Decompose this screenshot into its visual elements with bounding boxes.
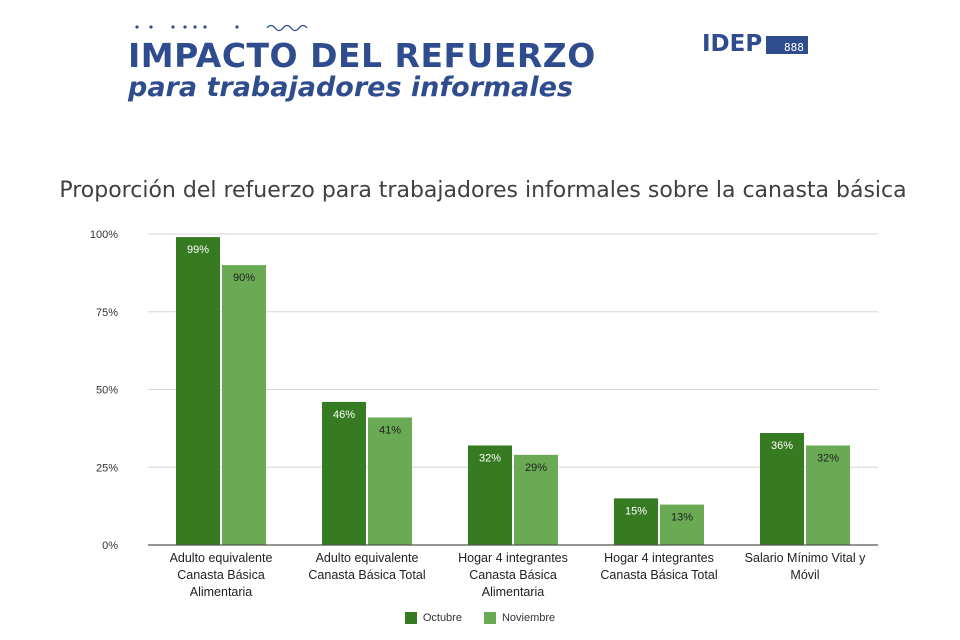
data-label: 36% bbox=[771, 440, 793, 452]
bar-octubre bbox=[760, 433, 804, 545]
bar-noviembre bbox=[806, 445, 850, 545]
bar-noviembre bbox=[660, 504, 704, 545]
bar-octubre bbox=[322, 401, 366, 545]
legend-label-octubre: Octubre bbox=[422, 612, 462, 624]
data-label: 32% bbox=[817, 452, 839, 464]
legend-swatch-octubre bbox=[404, 612, 417, 624]
data-label: 13% bbox=[671, 512, 693, 524]
legend-item-octubre: Octubre bbox=[404, 612, 462, 624]
data-label: 46% bbox=[333, 409, 355, 421]
legend-label-noviembre: Noviembre bbox=[501, 612, 556, 624]
bar-octubre bbox=[176, 237, 220, 546]
x-tick-label: Salario Mínimo Vital y Móvil bbox=[744, 551, 866, 582]
x-tick-label: Adulto equivalente Canasta Básica Alimenta… bbox=[169, 551, 273, 599]
y-tick-label: 50% bbox=[96, 385, 118, 397]
bar-octubre bbox=[468, 445, 512, 545]
legend-item-noviembre: Noviembre bbox=[483, 612, 556, 624]
idep-logo: IDEP 888 bbox=[702, 31, 808, 57]
data-label: 32% bbox=[479, 452, 501, 464]
y-tick-label: 100% bbox=[90, 229, 118, 241]
header-decoration bbox=[135, 24, 308, 32]
bar-noviembre bbox=[368, 417, 412, 545]
page-title: IMPACTO DEL REFUERZO bbox=[128, 36, 596, 75]
y-tick-label: 25% bbox=[96, 462, 118, 474]
data-label: 41% bbox=[379, 424, 401, 436]
data-label: 90% bbox=[233, 272, 255, 284]
y-tick-label: 0% bbox=[102, 540, 118, 552]
data-label: 99% bbox=[187, 244, 209, 256]
bar-noviembre bbox=[222, 265, 266, 545]
bar-noviembre bbox=[514, 454, 558, 545]
x-tick-label: Hogar 4 integrantes Canasta Básica Aliment… bbox=[458, 551, 568, 599]
x-tick-label: Adulto equivalente Canasta Básica Total bbox=[308, 551, 426, 582]
logo-suffix: 888 bbox=[784, 41, 804, 54]
bar-octubre bbox=[614, 498, 658, 545]
data-label: 15% bbox=[625, 505, 647, 517]
x-tick-label: Hogar 4 integrantes Canasta Básica Total bbox=[600, 551, 718, 582]
chart-title: Proporción del refuerzo para trabajadore… bbox=[59, 178, 907, 203]
data-label: 29% bbox=[525, 462, 547, 474]
logo-text: IDEP bbox=[702, 31, 762, 57]
page-subtitle: para trabajadores informales bbox=[128, 72, 573, 103]
y-tick-label: 75% bbox=[96, 307, 118, 319]
legend-swatch-noviembre bbox=[483, 612, 496, 624]
legend: Octubre Noviembre bbox=[0, 612, 960, 624]
